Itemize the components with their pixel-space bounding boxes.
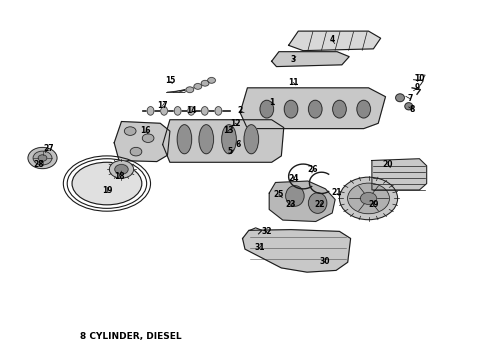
Ellipse shape bbox=[395, 94, 404, 102]
Circle shape bbox=[340, 177, 397, 220]
Circle shape bbox=[124, 127, 136, 135]
Ellipse shape bbox=[199, 125, 214, 154]
Ellipse shape bbox=[309, 100, 322, 118]
Text: 16: 16 bbox=[141, 126, 151, 135]
Ellipse shape bbox=[161, 107, 168, 115]
Text: 12: 12 bbox=[230, 119, 241, 128]
Polygon shape bbox=[240, 88, 386, 129]
Ellipse shape bbox=[284, 100, 298, 118]
Text: 11: 11 bbox=[288, 78, 299, 87]
Ellipse shape bbox=[260, 100, 273, 118]
Text: 1: 1 bbox=[269, 98, 274, 107]
Circle shape bbox=[38, 155, 47, 161]
Polygon shape bbox=[163, 120, 284, 162]
Circle shape bbox=[142, 134, 154, 143]
Circle shape bbox=[115, 165, 128, 174]
Text: 24: 24 bbox=[288, 174, 299, 183]
Text: 25: 25 bbox=[274, 190, 284, 199]
Polygon shape bbox=[243, 230, 351, 272]
Text: 5: 5 bbox=[228, 147, 233, 156]
Polygon shape bbox=[269, 181, 335, 221]
Ellipse shape bbox=[244, 125, 259, 154]
Ellipse shape bbox=[405, 103, 413, 110]
Text: 19: 19 bbox=[102, 186, 112, 195]
Text: 31: 31 bbox=[254, 243, 265, 252]
Text: 28: 28 bbox=[34, 159, 45, 168]
Circle shape bbox=[347, 183, 390, 214]
Ellipse shape bbox=[188, 107, 195, 115]
Text: 21: 21 bbox=[332, 188, 343, 197]
Ellipse shape bbox=[174, 107, 181, 115]
Ellipse shape bbox=[333, 100, 346, 118]
Circle shape bbox=[194, 84, 202, 89]
Text: 20: 20 bbox=[383, 159, 393, 168]
Circle shape bbox=[360, 193, 377, 204]
Circle shape bbox=[28, 147, 57, 168]
Text: 2: 2 bbox=[238, 107, 243, 116]
Text: 4: 4 bbox=[330, 36, 335, 45]
Text: 8 CYLINDER, DIESEL: 8 CYLINDER, DIESEL bbox=[80, 332, 182, 341]
Circle shape bbox=[33, 151, 52, 165]
Text: 27: 27 bbox=[44, 144, 54, 153]
Text: 29: 29 bbox=[368, 200, 379, 209]
Circle shape bbox=[130, 147, 142, 156]
Text: 32: 32 bbox=[262, 227, 272, 236]
Ellipse shape bbox=[201, 107, 208, 115]
Circle shape bbox=[186, 87, 194, 93]
Text: 17: 17 bbox=[157, 101, 168, 110]
Text: 15: 15 bbox=[165, 76, 175, 85]
Polygon shape bbox=[114, 122, 170, 162]
Ellipse shape bbox=[72, 162, 142, 205]
Ellipse shape bbox=[222, 125, 236, 154]
Ellipse shape bbox=[147, 107, 154, 115]
Text: 14: 14 bbox=[187, 107, 197, 116]
Circle shape bbox=[109, 161, 134, 178]
Text: 6: 6 bbox=[235, 140, 241, 149]
Text: 8: 8 bbox=[410, 105, 415, 114]
Text: 7: 7 bbox=[407, 94, 413, 103]
Text: 30: 30 bbox=[319, 257, 330, 266]
Polygon shape bbox=[372, 159, 427, 190]
Text: 23: 23 bbox=[286, 200, 296, 209]
Text: 9: 9 bbox=[415, 84, 419, 93]
Polygon shape bbox=[271, 52, 349, 67]
Ellipse shape bbox=[286, 186, 304, 206]
Circle shape bbox=[208, 77, 216, 83]
Text: 18: 18 bbox=[114, 172, 124, 181]
Circle shape bbox=[201, 80, 209, 86]
Text: 13: 13 bbox=[223, 126, 233, 135]
Text: 10: 10 bbox=[414, 75, 425, 84]
Ellipse shape bbox=[357, 100, 370, 118]
Text: 22: 22 bbox=[315, 200, 325, 209]
Text: 3: 3 bbox=[291, 55, 296, 64]
Ellipse shape bbox=[215, 107, 222, 115]
Polygon shape bbox=[289, 31, 381, 51]
Ellipse shape bbox=[177, 125, 192, 154]
Text: 26: 26 bbox=[308, 165, 318, 174]
Ellipse shape bbox=[309, 193, 327, 213]
